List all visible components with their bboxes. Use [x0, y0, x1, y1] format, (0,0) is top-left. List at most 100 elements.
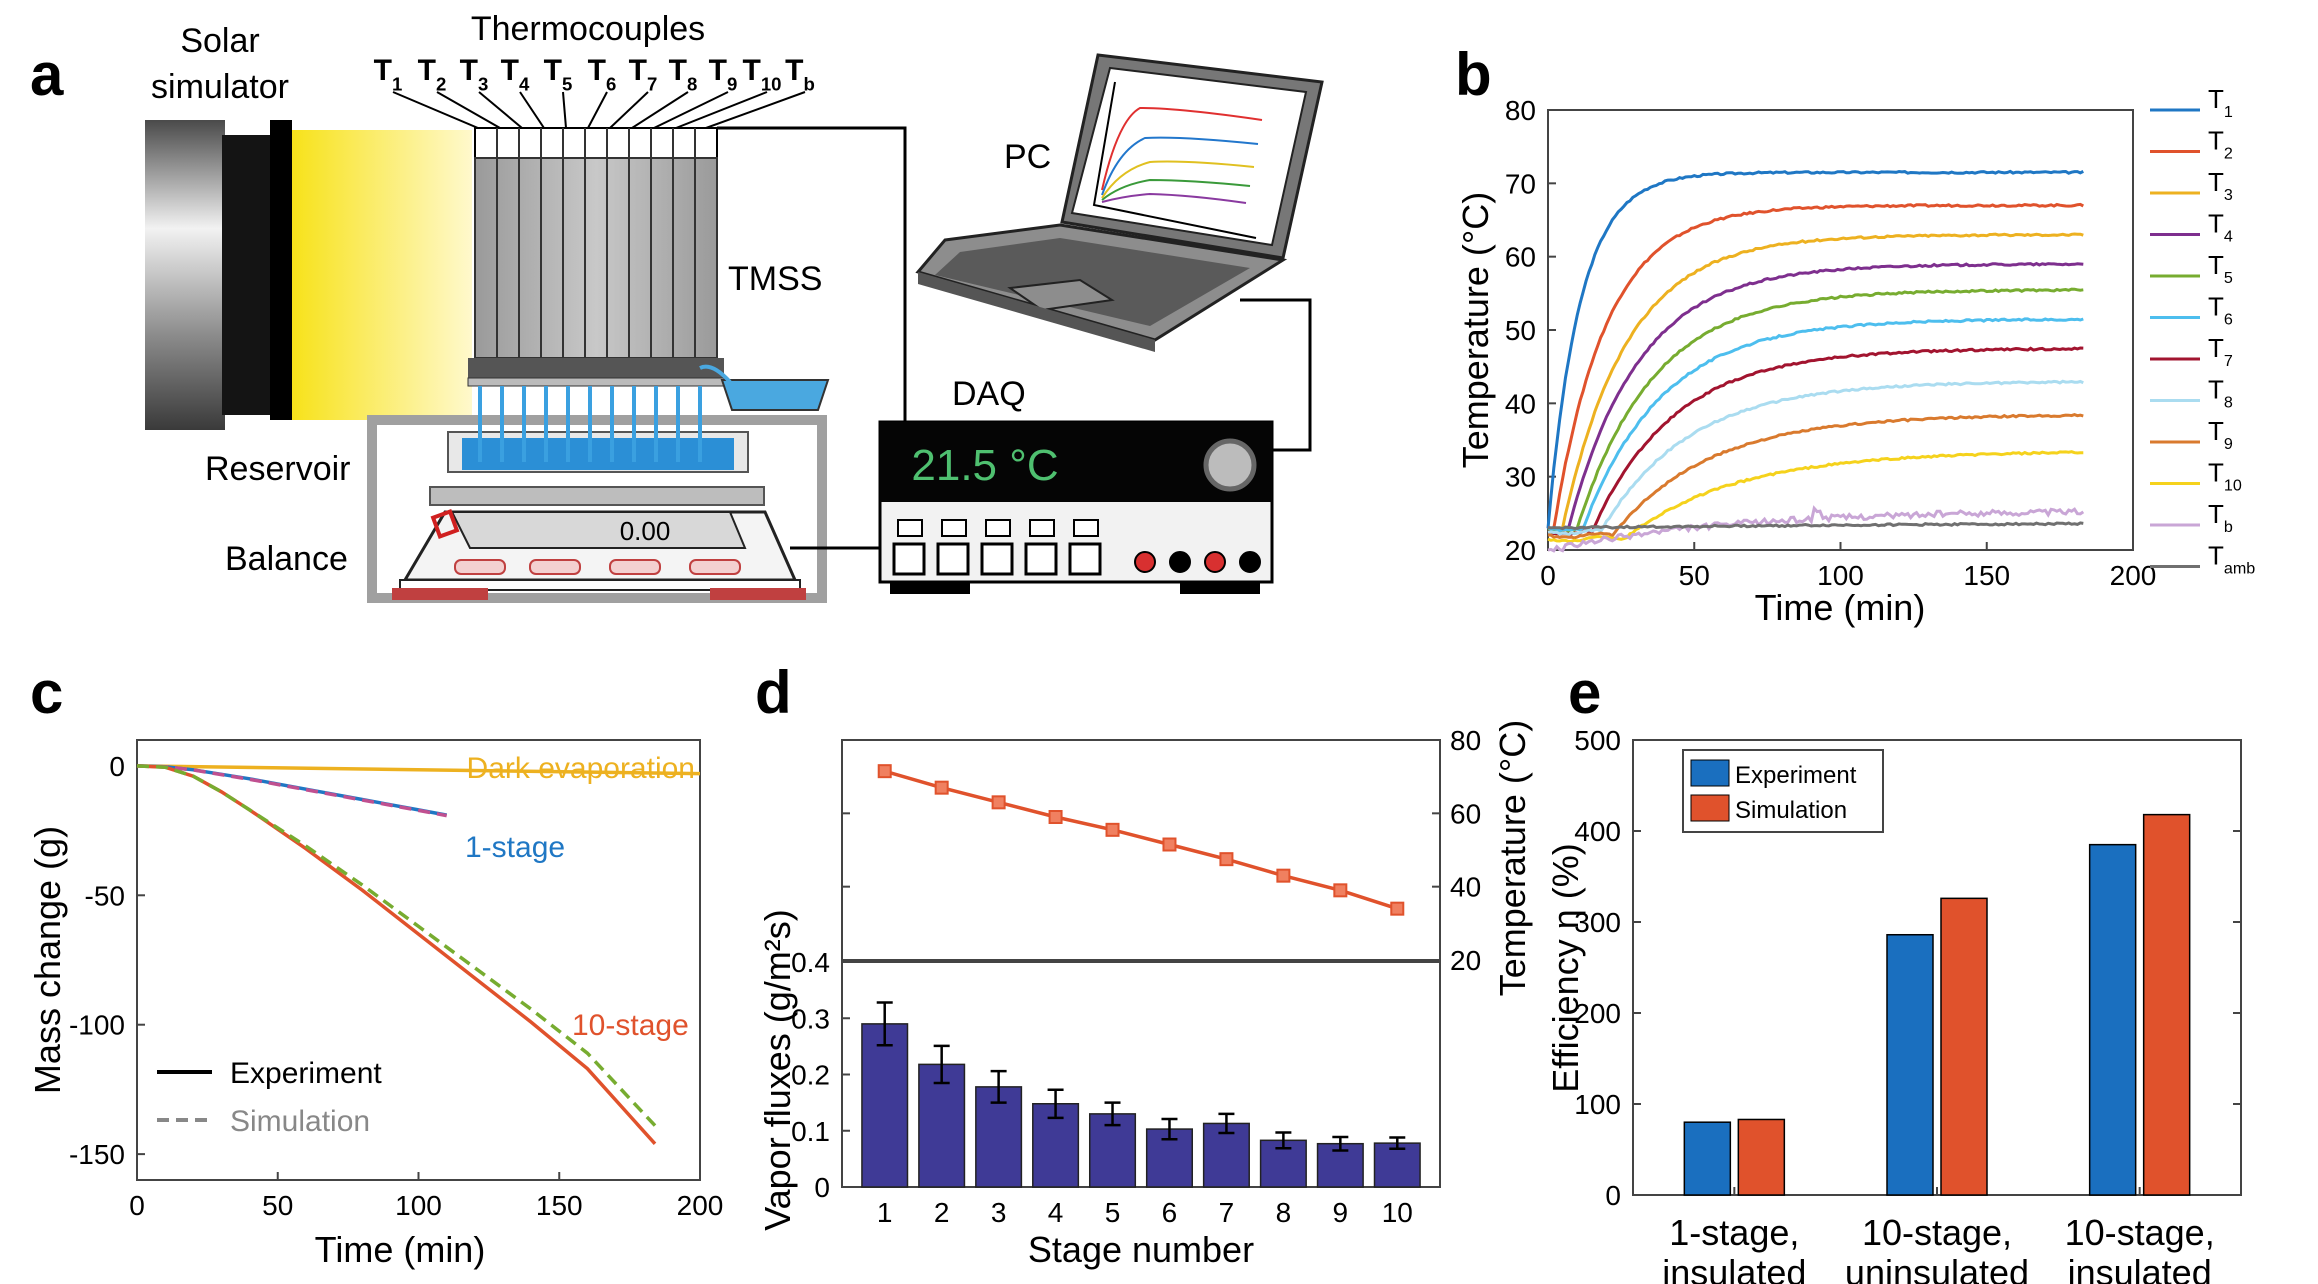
chart-e-xtick-line2: insulated [2068, 1252, 2212, 1284]
pc-wire [1240, 298, 1312, 452]
temperature-marker [1390, 901, 1405, 916]
chart-b-legend: T1 T2 T3 T4 T5 T6 T7 T8 T9 T10 Tb Tamb [2150, 84, 2255, 578]
thermocouple-labels: T1 T2 T3 T4 T5 T6 T7 T8 T9 T10 Tb [374, 54, 815, 129]
thermocouples-title: Thermocouples [471, 10, 705, 48]
panel-a-label: a [30, 41, 64, 108]
solar-simulator-label-line1: Solar [180, 22, 259, 60]
thermocouple-label: T2 [418, 54, 447, 95]
temperature-marker [1048, 810, 1063, 824]
chart-b-plot-area [1547, 109, 2134, 551]
chart-d-xlabel: Stage number [1028, 1229, 1254, 1270]
series-line-T5 [1547, 287, 2084, 533]
legend-label: Tamb [2208, 541, 2255, 578]
overflow-tube [699, 364, 732, 384]
series-line-Tamb [1547, 521, 2084, 531]
tc-wire [717, 126, 907, 430]
chart-e-axis-ticks: 01002003004005001-stage,insulated10-stag… [1574, 725, 2241, 1284]
thermocouple-label: T7 [629, 54, 658, 95]
thermocouple-label: T5 [544, 54, 573, 95]
series-line [136, 764, 657, 1127]
chart-d-ytick-right: 80 [1450, 725, 1481, 756]
efficiency-bar-simulation [1940, 897, 1988, 1196]
series-line-Tb [1547, 505, 2085, 553]
legend-label: T9 [2208, 416, 2233, 453]
series-line [136, 764, 657, 1145]
chart-d-flux-bars [861, 1001, 1421, 1188]
chart-b-ytick: 60 [1505, 242, 1536, 273]
temperature-marker [1276, 868, 1291, 883]
thermocouple-lead [436, 91, 501, 129]
chart-d-xtick: 7 [1219, 1197, 1235, 1228]
balance-body [399, 579, 801, 591]
daq-reading: 21.5 °C [911, 441, 1058, 490]
panel-d-flux-chart: d 1 2 3 4 5 6 7 8 9 10 0 0.1 0.2 0.3 0.4 20 40 60 80 Stage… [755, 659, 1533, 1270]
chart-b-ytick: 40 [1505, 388, 1536, 419]
chart-d-xtick: 1 [877, 1197, 893, 1228]
chart-c-xtick: 50 [262, 1190, 293, 1221]
legend-label: T1 [2208, 84, 2233, 121]
chart-c-xtick: 100 [395, 1190, 442, 1221]
overflow-cup [720, 379, 830, 411]
thermocouple-lead [519, 91, 545, 129]
series-line-T10 [1547, 450, 2084, 544]
chart-c-xlabel: Time (min) [315, 1229, 486, 1270]
series-line [136, 764, 701, 776]
legend-label: T3 [2208, 167, 2233, 204]
chart-b-ylabel: Temperature (°C) [1455, 192, 1496, 468]
flux-bar [1316, 1142, 1364, 1188]
annotation-1-stage: 1-stage [465, 831, 565, 864]
solar-simulator-rim [270, 120, 292, 420]
chart-c-series [136, 764, 701, 1145]
chart-b-xtick: 50 [1679, 560, 1710, 591]
series-line-T8 [1547, 379, 2084, 537]
laptop-touchpad [1007, 278, 1115, 312]
temperature-line [884, 769, 1398, 911]
chart-d-ylabel-right: Temperature (°C) [1492, 720, 1533, 996]
panel-c-label: c [30, 659, 63, 726]
chart-d-xtick: 5 [1105, 1197, 1121, 1228]
wicks [478, 386, 702, 462]
chart-d-xtick: 9 [1333, 1197, 1349, 1228]
chart-c-plot-area [136, 739, 701, 1181]
chart-c-ytick: -100 [69, 1010, 125, 1041]
thermocouple-lead [478, 91, 523, 129]
daq-label: DAQ [952, 375, 1026, 413]
chart-d-ytick-left: 0.1 [791, 1116, 830, 1147]
series-line-T3 [1547, 232, 2084, 531]
temperature-marker [934, 780, 949, 795]
chart-d-ytick-left: 0 [814, 1172, 830, 1203]
tmss-base [468, 358, 724, 378]
panel-c-mass-change-chart: c 0 50 100 150 200 0 -50 -100 -150 Dark evaporat… [27, 659, 723, 1270]
tmss-label: TMSS [728, 260, 822, 298]
tmss-base-plate [467, 377, 725, 387]
chart-b-xlabel: Time (min) [1755, 587, 1926, 628]
chart-d-ytick-right: 60 [1450, 798, 1481, 829]
panel-d-label: d [755, 659, 792, 726]
solar-beam [292, 130, 472, 420]
chart-e-ytick: 0 [1605, 1180, 1621, 1211]
solar-simulator-lens [222, 135, 277, 415]
chart-e-xtick-line1: 1-stage, [1669, 1212, 1799, 1253]
chart-c-ylabel: Mass change (g) [27, 826, 68, 1094]
annotation-dark-evaporation: Dark evaporation [467, 752, 695, 785]
balance-feet [392, 559, 806, 600]
chart-b-xtick: 100 [1817, 560, 1864, 591]
chart-e-xtick-line1: 10-stage, [2065, 1212, 2215, 1253]
legend-experiment-swatch [1690, 759, 1730, 787]
chart-d-ylabel-left: Vapor fluxes (g/m²s) [757, 909, 798, 1230]
solar-simulator-label-line2: simulator [151, 68, 289, 106]
laptop-screen [1070, 66, 1308, 247]
series-line-T4 [1547, 261, 2084, 532]
chart-c-ytick: -150 [69, 1139, 125, 1170]
chart-d-xtick: 4 [1048, 1197, 1064, 1228]
thermocouple-label: T10 [742, 54, 781, 95]
thermocouple-label: T6 [588, 54, 617, 95]
chart-d-ytick-right: 40 [1450, 872, 1481, 903]
balance-frame [367, 415, 827, 603]
chart-e-xtick-line1: 10-stage, [1862, 1212, 2012, 1253]
chart-d-xtick: 8 [1276, 1197, 1292, 1228]
series-line-T2 [1547, 202, 2085, 531]
balance-button [430, 508, 460, 540]
legend-label: T4 [2208, 209, 2233, 246]
chart-e-ytick: 300 [1574, 907, 1621, 938]
